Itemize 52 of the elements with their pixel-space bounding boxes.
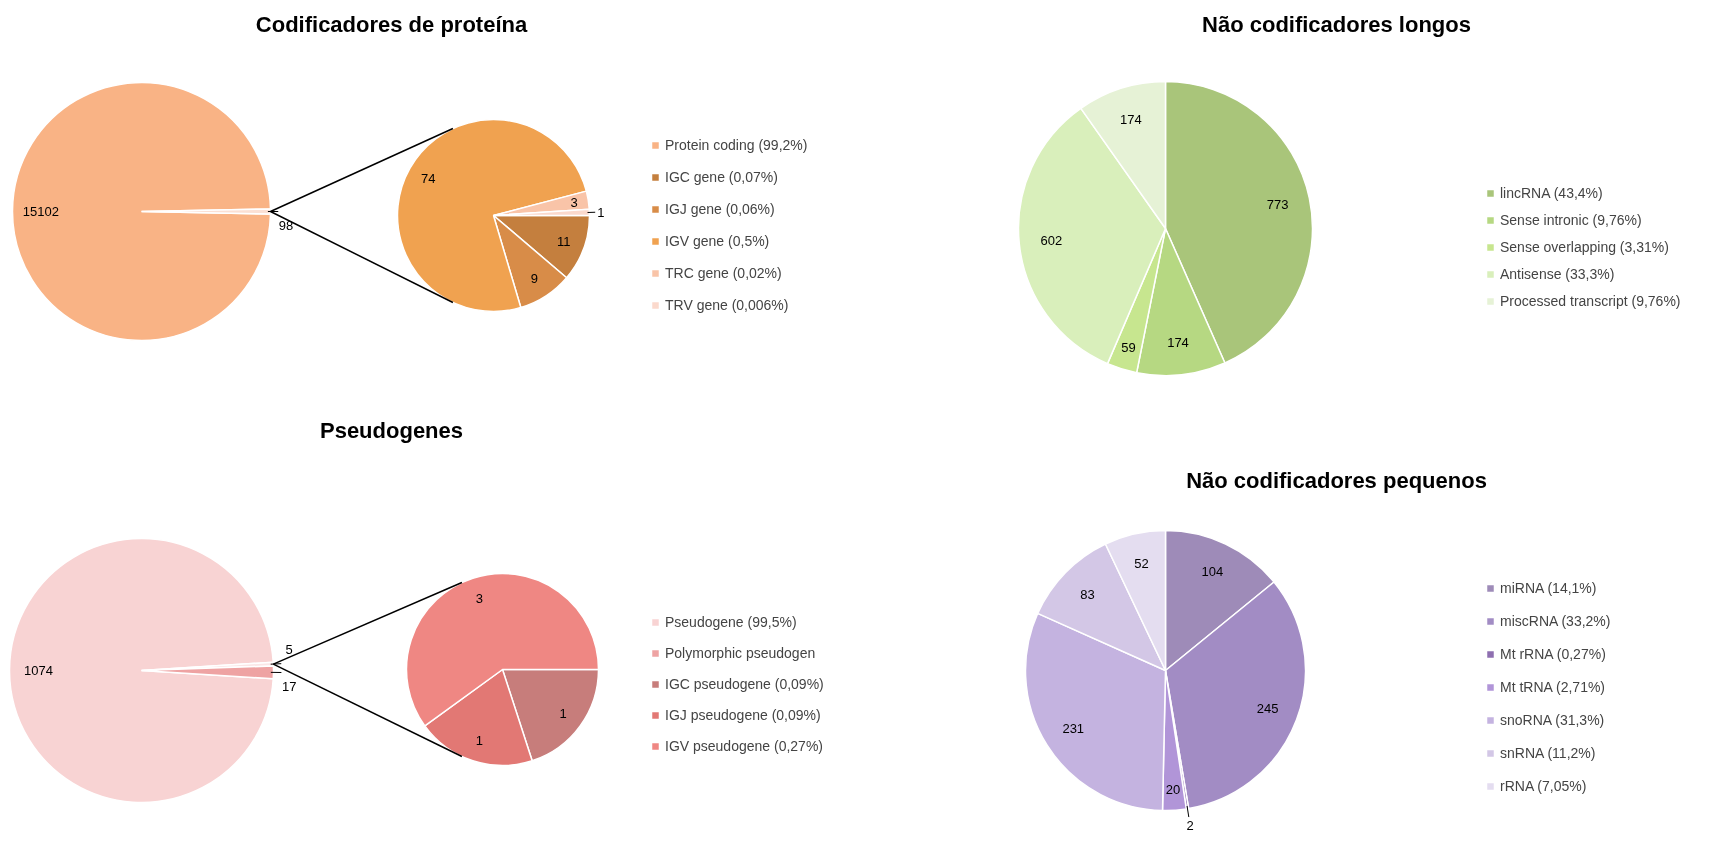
legend-label: Sense intronic (9,76%) xyxy=(1500,211,1642,230)
data-label: 15102 xyxy=(22,204,59,219)
data-label: 20 xyxy=(1165,781,1181,797)
legend-label: Processed transcript (9,76%) xyxy=(1500,292,1681,311)
legend-label: IGV gene (0,5%) xyxy=(665,232,770,251)
data-label: 17 xyxy=(282,679,297,695)
legend-label: miscRNA (33,2%) xyxy=(1500,611,1611,631)
data-label: 602 xyxy=(1040,232,1063,248)
chart-title: Codificadores de proteína xyxy=(255,12,528,37)
legend-label: Antisense (33,3%) xyxy=(1500,265,1615,284)
data-label: 3 xyxy=(475,590,483,606)
legend-label: IGC pseudogene (0,09%) xyxy=(665,674,824,694)
data-label: 231 xyxy=(1062,721,1085,737)
data-label: 74 xyxy=(421,171,436,187)
legend-label: snRNA (11,2%) xyxy=(1500,743,1596,763)
chart-title: Não codificadores pequenos xyxy=(1186,468,1487,493)
data-label: 1 xyxy=(597,204,605,220)
legend-label: IGJ pseudogene (0,09%) xyxy=(665,705,821,725)
legend-label: TRV gene (0,006%) xyxy=(665,296,789,315)
legend-label: IGV pseudogene (0,27%) xyxy=(665,736,823,756)
data-label: 5 xyxy=(285,641,293,657)
legend-label: Protein coding (99,2%) xyxy=(665,136,808,155)
data-label: 9 xyxy=(530,270,538,286)
data-label: 1074 xyxy=(24,663,53,678)
data-label: 1 xyxy=(475,733,483,749)
chart-title: Pseudogenes xyxy=(319,418,464,443)
data-label: 52 xyxy=(1134,556,1149,572)
legend-label: Sense overlapping (3,31%) xyxy=(1500,238,1669,257)
data-label: 104 xyxy=(1201,564,1224,580)
data-label: 83 xyxy=(1080,586,1095,602)
data-label: 174 xyxy=(1120,111,1142,127)
legend-label: snoRNA (31,3%) xyxy=(1500,710,1605,730)
legend-label: Mt rRNA (0,27%) xyxy=(1500,644,1606,664)
legend-label: IGJ gene (0,06%) xyxy=(665,200,775,219)
legend-label: IGC gene (0,07%) xyxy=(665,168,778,187)
legend-label: Pseudogene (99,5%) xyxy=(665,612,797,632)
data-label: 11 xyxy=(557,233,571,249)
data-label: 2 xyxy=(1186,817,1194,833)
legend-label: rRNA (7,05%) xyxy=(1500,776,1587,796)
data-label: 98 xyxy=(278,218,294,233)
data-label: 174 xyxy=(1167,334,1189,350)
legend-label: TRC gene (0,02%) xyxy=(665,264,782,283)
data-label: 245 xyxy=(1256,701,1279,717)
data-label: 3 xyxy=(570,194,578,210)
data-label: 1 xyxy=(559,706,567,722)
legend-label: Polymorphic pseudogen xyxy=(665,643,816,663)
legend-label: lincRNA (43,4%) xyxy=(1500,184,1603,203)
legend-label: miRNA (14,1%) xyxy=(1500,578,1597,598)
data-label: 773 xyxy=(1266,197,1289,213)
legend-label: Mt tRNA (2,71%) xyxy=(1500,677,1606,697)
data-label: 59 xyxy=(1121,340,1136,356)
chart-title: Não codificadores longos xyxy=(1202,12,1471,37)
